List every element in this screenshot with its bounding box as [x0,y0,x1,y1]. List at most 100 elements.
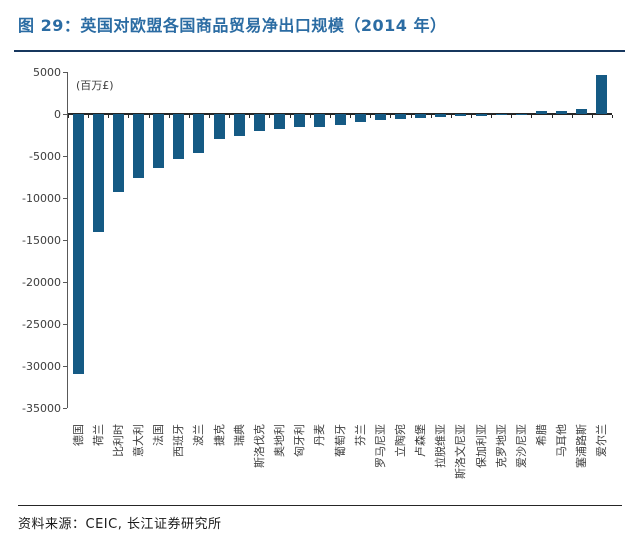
source-note: 资料来源：CEIC, 长江证券研究所 [18,517,222,532]
bar-保加利亚 [475,114,487,116]
bar-西班牙 [173,114,185,160]
y-axis-tick [63,324,67,325]
bar-瑞典 [233,114,245,136]
x-axis-tick [209,115,211,118]
x-axis-label-text: 荷兰 [91,424,105,446]
y-axis-tick [63,408,67,409]
y-axis-tick-label: -30000 [22,360,61,373]
bar-立陶宛 [394,114,406,119]
x-axis-label-text: 塞浦路斯 [575,424,589,468]
y-axis-tick [63,72,67,73]
x-axis-tick [148,115,150,118]
bar-波兰 [193,114,205,153]
bar-荷兰 [92,114,104,232]
x-axis-tick [591,115,593,118]
x-axis-label-text: 波兰 [192,424,206,446]
y-axis-tick-label: -35000 [22,402,61,415]
x-axis-tick [249,115,251,118]
x-axis-label-text: 爱尔兰 [595,424,609,457]
bar-马耳他 [556,111,568,114]
x-axis-label-text: 比利时 [111,424,125,457]
bar-拉脱维亚 [435,114,447,118]
bar-捷克 [213,114,225,140]
x-axis-tick [309,115,311,118]
x-axis-tick [329,115,331,118]
bar-德国 [72,114,84,375]
x-axis-label-text: 西班牙 [172,424,186,457]
x-axis-tick [470,115,472,118]
y-axis-tick [63,198,67,199]
x-axis-label-text: 意大利 [132,424,146,457]
x-axis-label-text: 保加利亚 [474,424,488,468]
x-axis-label-text: 德国 [71,424,85,446]
x-axis-tick [612,115,613,118]
x-axis-tick [430,115,432,118]
x-axis-tick [188,115,190,118]
bar-爱尔兰 [596,75,608,114]
bar-希腊 [535,111,547,114]
bar-卢森堡 [415,114,427,118]
y-axis-tick [63,240,67,241]
title-underline [14,50,625,52]
x-axis-tick [88,115,90,118]
x-axis-label-text: 法国 [152,424,166,446]
x-axis-tick [551,115,553,118]
x-axis-label-text: 马耳他 [555,424,569,457]
x-axis-tick [410,115,412,118]
footer-divider [18,505,622,506]
bar-芬兰 [354,114,366,122]
x-axis-tick [511,115,513,118]
x-axis-tick [128,115,130,118]
x-axis-label-text: 瑞典 [232,424,246,446]
y-axis-line [67,72,68,408]
y-axis-tick [63,366,67,367]
x-axis-tick [289,115,291,118]
bar-奥地利 [274,114,286,130]
x-axis-label-text: 罗马尼亚 [373,424,387,468]
x-axis-label-text: 拉脱维亚 [434,424,448,468]
x-axis-tick [350,115,352,118]
x-axis-tick [68,115,69,118]
x-axis-label-text: 爱沙尼亚 [514,424,528,468]
y-axis-tick-label: -10000 [22,192,61,205]
x-axis-tick [108,115,110,118]
y-axis-tick-label: -5000 [29,150,61,163]
x-axis-tick [168,115,170,118]
y-axis-tick [63,282,67,283]
bar-斯洛文尼亚 [455,114,467,117]
y-axis-tick-label: -20000 [22,276,61,289]
bar-法国 [153,114,165,168]
bar-丹麦 [314,114,326,127]
x-axis-label-text: 斯洛文尼亚 [454,424,468,479]
bar-匈牙利 [294,114,306,128]
x-axis-label-text: 希腊 [534,424,548,446]
bar-比利时 [112,114,124,193]
x-axis-tick [269,115,271,118]
y-axis-tick [63,114,67,115]
x-axis-label-text: 捷克 [212,424,226,446]
y-axis-tick-label: 5000 [33,66,61,79]
y-axis-tick [63,156,67,157]
x-axis-tick [390,115,392,118]
x-axis-tick [370,115,372,118]
x-axis-tick [229,115,231,118]
y-axis-tick-label: -25000 [22,318,61,331]
bar-克罗地亚 [495,114,507,115]
bar-斯洛伐克 [253,114,265,131]
x-axis-tick [450,115,452,118]
bar-塞浦路斯 [576,109,588,114]
x-axis-tick [571,115,573,118]
x-axis-label-text: 匈牙利 [293,424,307,457]
x-axis-tick [491,115,493,118]
x-axis-label-text: 丹麦 [313,424,327,446]
x-axis-label-text: 葡萄牙 [333,424,347,457]
x-axis-label-text: 斯洛伐克 [252,424,266,468]
bar-爱沙尼亚 [515,114,527,115]
y-axis-tick-label: -15000 [22,234,61,247]
y-axis-tick-label: 0 [54,108,61,121]
bar-罗马尼亚 [374,114,386,120]
x-axis-label-text: 卢森堡 [414,424,428,457]
bar-意大利 [133,114,145,178]
x-axis-tick [531,115,533,118]
